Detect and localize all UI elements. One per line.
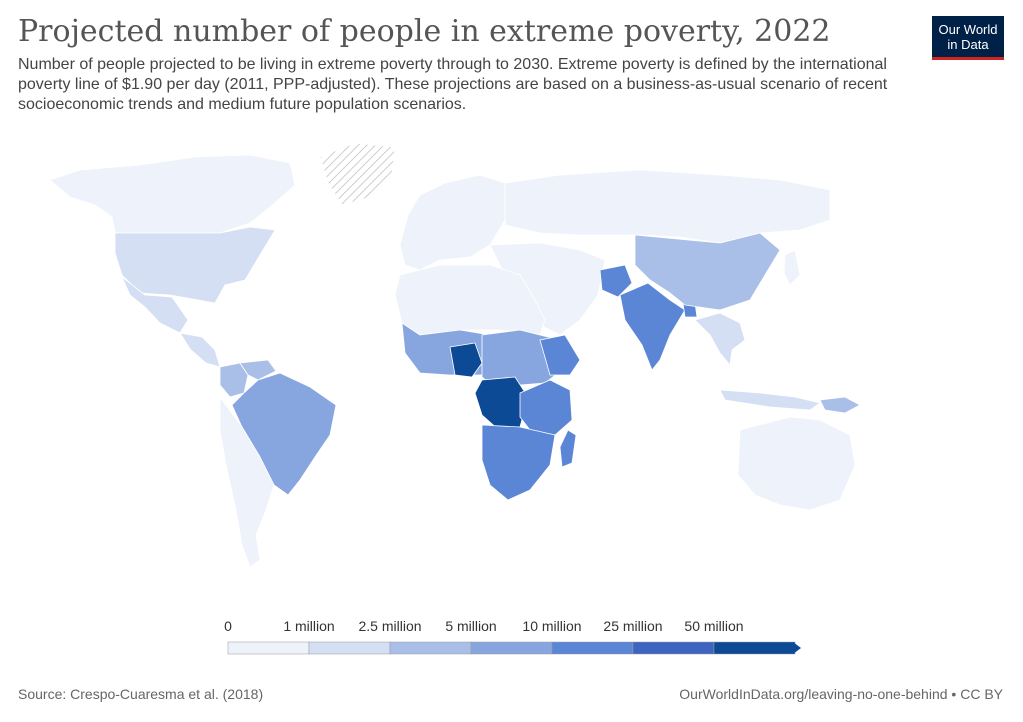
map-region-tanzania[interactable] [519,379,573,436]
map-legend: 0 1 million 2.5 million 5 million 10 million… [224,618,801,655]
legend-arrow [793,642,801,654]
map-region-europe[interactable] [399,174,506,271]
chart-subtitle: Number of people projected to be living … [18,56,888,113]
legend-bin-2[interactable] [389,641,472,655]
map-region-venezuela[interactable] [239,359,277,381]
map-region-nigeria[interactable] [449,342,483,378]
map-region-china[interactable] [634,232,781,311]
footer-url[interactable]: OurWorldInData.org/leaving-no-one-behind… [679,686,1003,702]
map-region-madagascar[interactable] [559,429,577,468]
owid-logo[interactable]: Our World in Data [932,16,1004,60]
legend-label-3: 5 million [445,618,496,634]
map-region-united-states[interactable] [114,226,276,304]
map-region-southern-africa[interactable] [481,424,556,501]
map-region-central-america[interactable] [179,332,221,368]
map-region-afghanistan[interactable] [599,264,633,298]
legend-label-1: 1 million [283,618,334,634]
legend-bin-0[interactable] [227,641,310,655]
map-region-ethiopia[interactable] [539,334,581,376]
map-region-southeast-asia[interactable] [694,312,746,366]
map-region-north-america[interactable] [49,154,296,236]
map-region-japan[interactable] [783,249,801,286]
map-region-indonesia[interactable] [719,389,821,411]
legend-label-4: 10 million [522,618,581,634]
chart-title: Projected number of people in extreme po… [18,14,831,49]
map-region-russia[interactable] [504,169,831,244]
map-region-india[interactable] [619,282,686,371]
map-region-southern-south-america[interactable] [219,396,275,568]
legend-label-2: 2.5 million [358,618,421,634]
legend-label-5: 25 million [603,618,662,634]
legend-bin-1[interactable] [308,641,391,655]
world-map [49,142,861,568]
legend-label-0: 0 [224,618,232,634]
legend-bin-3[interactable] [470,641,553,655]
map-region-greenland[interactable] [319,142,396,206]
logo-line-2: in Data [947,37,989,52]
source-note: Source: Crespo-Cuaresma et al. (2018) [18,686,264,702]
map-region-papua-new-guinea[interactable] [819,396,861,414]
legend-bin-6[interactable] [713,641,796,655]
legend-label-6: 50 million [684,618,743,634]
logo-line-1: Our World [938,22,998,37]
legend-bin-5[interactable] [632,641,715,655]
legend-bin-4[interactable] [551,641,634,655]
map-region-australia[interactable] [737,416,856,511]
